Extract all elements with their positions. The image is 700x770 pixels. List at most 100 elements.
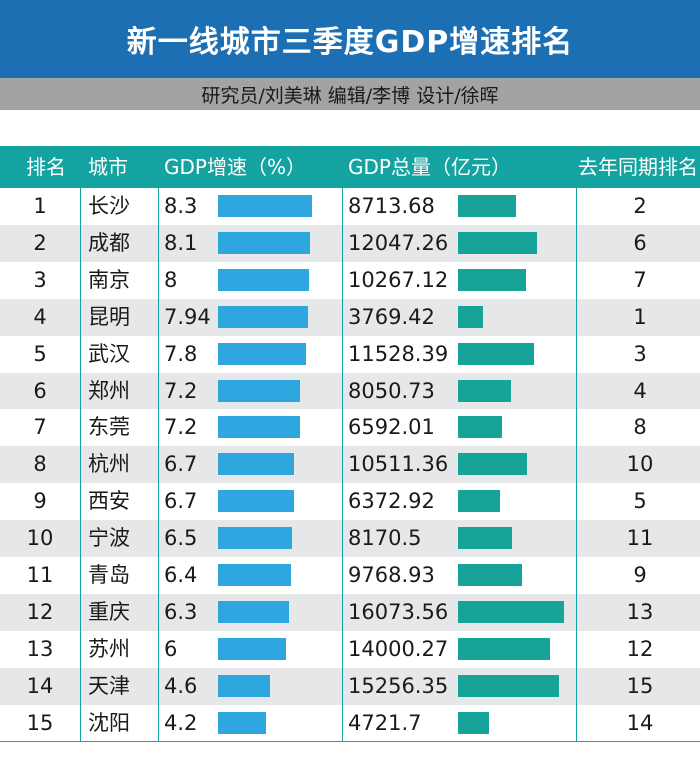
gdp-total-value: 8050.73	[348, 378, 435, 403]
chart-credits: 研究员/刘美琳 编辑/李博 设计/徐晖	[0, 78, 700, 110]
gdp-total-bar	[458, 231, 538, 254]
rank-cell: 8	[33, 452, 47, 477]
prev-rank-cell: 5	[633, 489, 647, 514]
city-cell: 杭州	[88, 452, 130, 477]
gdp-total-bar	[458, 674, 559, 697]
gdp-total-value: 15256.35	[348, 673, 449, 698]
growth-value: 7.8	[164, 341, 198, 366]
column-divider-rank	[80, 146, 81, 741]
table-row: 10 宁波 6.5 8170.5 11	[0, 520, 700, 557]
gdp-total-value: 9768.93	[348, 563, 435, 587]
table-row: 9 西安 6.7 6372.92 5	[0, 483, 700, 521]
prev-rank-cell: 7	[633, 267, 647, 292]
growth-value: 6.3	[164, 599, 198, 624]
growth-value: 4.2	[164, 710, 198, 735]
rank-cell: 10	[26, 526, 54, 551]
table-row: 4 昆明 7.94 3769.42 1	[0, 298, 700, 336]
gdp-total-value: 12047.26	[348, 230, 449, 255]
growth-bar	[218, 231, 310, 254]
city-cell: 成都	[88, 230, 130, 255]
growth-bar	[218, 305, 308, 328]
gdp-total-bar	[458, 268, 526, 291]
gdp-total-bar	[458, 637, 551, 660]
city-cell: 东莞	[88, 415, 130, 440]
prev-rank-cell: 13	[626, 599, 654, 624]
growth-bar	[218, 416, 300, 439]
growth-bar	[218, 453, 294, 476]
rank-cell: 13	[26, 636, 54, 661]
rank-cell: 1	[33, 194, 47, 218]
table-bottom-border	[0, 741, 700, 742]
growth-bar	[218, 490, 294, 513]
gdp-total-bar	[458, 564, 523, 586]
rank-cell: 9	[33, 489, 47, 514]
prev-rank-cell: 4	[633, 378, 647, 403]
rank-cell: 5	[33, 341, 47, 366]
header-prev-rank: 去年同期排名	[578, 155, 698, 179]
table-row: 15 沈阳 4.2 4721.7 14	[0, 704, 700, 742]
growth-value: 7.94	[164, 304, 211, 329]
table-header: 排名 城市 GDP增速（%） GDP总量（亿元） 去年同期排名	[0, 146, 700, 188]
header-city: 城市	[88, 155, 128, 179]
header-total: GDP总量（亿元）	[348, 155, 511, 179]
gdp-total-bar	[458, 416, 502, 439]
growth-bar	[218, 674, 271, 697]
table-row: 13 苏州 6 14000.27 12	[0, 630, 700, 668]
table-row: 14 天津 4.6 15256.35 15	[0, 667, 700, 705]
growth-bar	[218, 711, 266, 734]
rank-cell: 12	[26, 599, 54, 624]
gdp-total-bar	[458, 490, 500, 513]
gdp-total-bar	[458, 379, 512, 402]
table-row: 8 杭州 6.7 10511.36 10	[0, 446, 700, 484]
gdp-total-bar	[458, 342, 534, 365]
growth-bar	[218, 564, 291, 586]
column-divider-total	[576, 146, 577, 741]
city-cell: 郑州	[88, 378, 130, 403]
growth-value: 7.2	[164, 378, 198, 403]
chart-title: 新一线城市三季度GDP增速排名	[0, 0, 700, 78]
prev-rank-cell: 6	[633, 230, 647, 255]
growth-bar	[218, 637, 286, 660]
city-cell: 西安	[88, 489, 130, 514]
growth-value: 8.1	[164, 230, 198, 255]
city-cell: 沈阳	[88, 710, 130, 735]
gdp-total-value: 8170.5	[348, 526, 422, 551]
rank-cell: 14	[26, 673, 54, 698]
city-cell: 长沙	[88, 194, 130, 218]
city-cell: 武汉	[88, 341, 130, 366]
city-cell: 苏州	[88, 636, 130, 661]
gdp-total-bar	[458, 305, 483, 328]
growth-bar	[218, 379, 300, 402]
gdp-total-value: 16073.56	[348, 599, 449, 624]
growth-bar	[218, 600, 290, 623]
prev-rank-cell: 11	[626, 526, 654, 551]
column-divider-growth	[342, 146, 343, 741]
rank-cell: 4	[33, 304, 47, 329]
gdp-total-value: 3769.42	[348, 304, 435, 329]
growth-value: 6.7	[164, 489, 198, 514]
table-row: 3 南京 8 10267.12 7	[0, 261, 700, 299]
table-row: 7 东莞 7.2 6592.01 8	[0, 409, 700, 447]
gdp-total-value: 4721.7	[348, 710, 422, 735]
prev-rank-cell: 8	[633, 415, 647, 440]
prev-rank-cell: 9	[633, 563, 647, 587]
header-growth: GDP增速（%）	[164, 155, 306, 179]
column-divider-city	[158, 146, 159, 741]
gdp-total-bar	[458, 195, 516, 217]
growth-value: 6	[164, 636, 178, 661]
gdp-total-value: 10267.12	[348, 267, 449, 292]
gdp-total-value: 11528.39	[348, 341, 449, 366]
city-cell: 天津	[88, 673, 130, 698]
table-row: 11 青岛 6.4 9768.93 9	[0, 557, 700, 594]
city-cell: 昆明	[88, 304, 130, 329]
gdp-total-value: 14000.27	[348, 636, 449, 661]
city-cell: 南京	[88, 267, 130, 292]
gdp-total-bar	[458, 711, 490, 734]
growth-value: 4.6	[164, 673, 198, 698]
gdp-total-bar	[458, 600, 564, 623]
header-rank: 排名	[26, 155, 66, 179]
growth-value: 6.5	[164, 526, 198, 551]
growth-value: 8.3	[164, 194, 198, 218]
gdp-total-value: 6372.92	[348, 489, 435, 514]
growth-value: 8	[164, 267, 178, 292]
